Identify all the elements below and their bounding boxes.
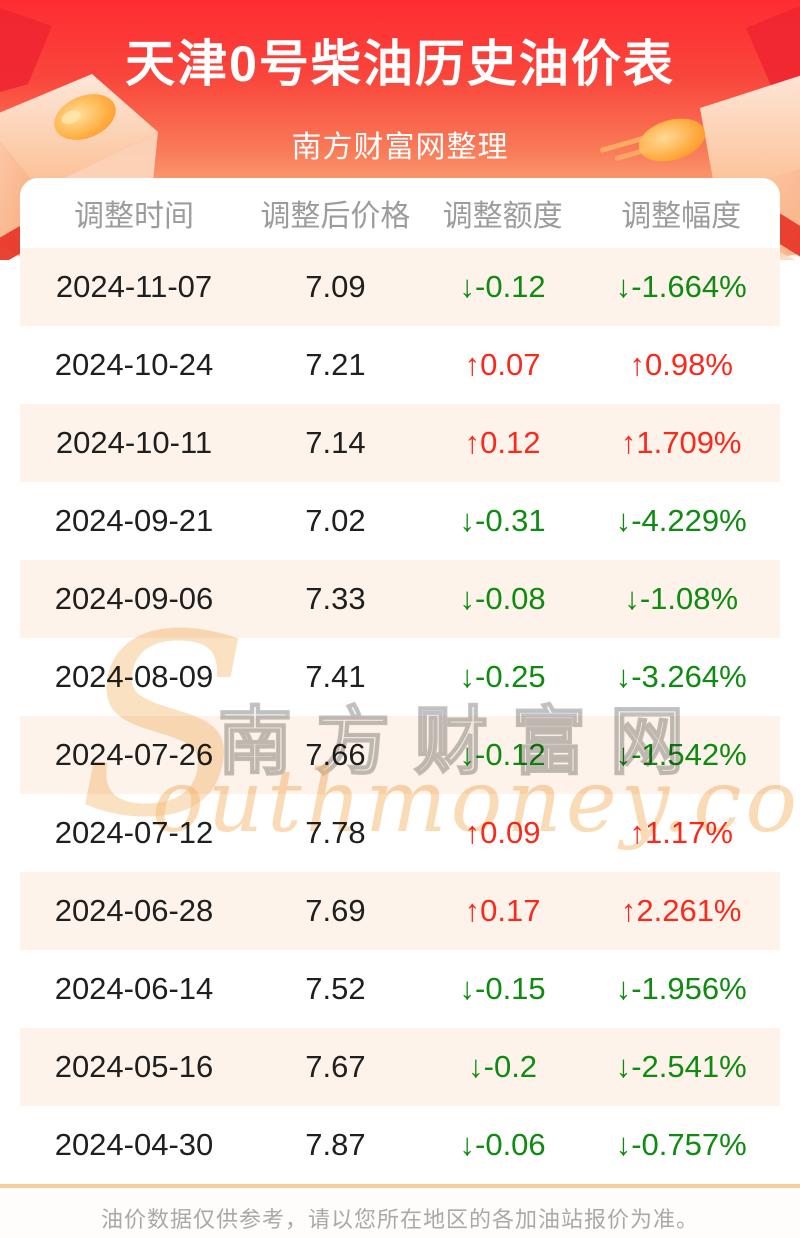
cell-adjust-date: 2024-11-07: [55, 269, 213, 304]
cell-change-percent: ↓-1.956%: [615, 971, 747, 1006]
cell-change-percent: ↑1.709%: [620, 425, 742, 460]
cell-change-amount: ↓-0.15: [459, 971, 546, 1006]
cell-adjust-date: 2024-06-28: [54, 893, 214, 928]
column-header-change-amount: 调整额度: [442, 200, 563, 233]
cell-change-amount: ↓-0.06: [459, 1127, 546, 1162]
cell-change-percent: ↓-1.542%: [615, 737, 747, 772]
cell-change-percent: ↑2.261%: [620, 893, 742, 928]
table-row: 2024-04-30 7.87 ↓-0.06 ↓-0.757%: [20, 1106, 780, 1184]
cell-adjust-date: 2024-05-16: [54, 1049, 214, 1084]
column-header-adjust-time: 调整时间: [74, 200, 194, 233]
cell-adjusted-price: 7.02: [305, 503, 366, 538]
table-row: 2024-11-07 7.09 ↓-0.12 ↓-1.664%: [20, 248, 780, 326]
cell-adjusted-price: 7.21: [305, 347, 366, 382]
price-table-card: 调整时间 调整后价格 调整额度 调整幅度 2024-11-07 7.09 ↓-0…: [20, 178, 780, 1184]
cell-adjusted-price: 7.09: [305, 269, 366, 304]
table-header-row: 调整时间 调整后价格 调整额度 调整幅度: [20, 178, 780, 248]
cell-change-amount: ↓-0.31: [459, 503, 546, 538]
cell-change-percent: ↓-1.08%: [624, 581, 739, 616]
coin-right-icon: [600, 118, 706, 162]
cell-change-amount: ↓-0.25: [459, 659, 546, 694]
cell-adjust-date: 2024-09-06: [54, 581, 214, 616]
cell-adjusted-price: 7.69: [305, 893, 366, 928]
footer-note: 油价数据仅供参考，请以您所在地区的各加油站报价为准。: [100, 1207, 699, 1232]
cell-change-amount: ↓-0.12: [459, 737, 546, 772]
table-row: 2024-08-09 7.41 ↓-0.25 ↓-3.264%: [20, 638, 780, 716]
cell-change-amount: ↑0.09: [464, 815, 541, 850]
cell-change-amount: ↑0.12: [464, 425, 541, 460]
cell-change-amount: ↓-0.12: [459, 269, 546, 304]
cell-adjust-date: 2024-10-11: [55, 425, 213, 460]
cell-change-percent: ↑1.17%: [629, 815, 733, 850]
table-row: 2024-06-28 7.69 ↑0.17 ↑2.261%: [20, 872, 780, 950]
table-row: 2024-09-21 7.02 ↓-0.31 ↓-4.229%: [20, 482, 780, 560]
cell-change-percent: ↓-3.264%: [615, 659, 747, 694]
page-title: 天津0号柴油历史油价表: [125, 36, 675, 92]
cell-change-amount: ↓-0.08: [459, 581, 546, 616]
cell-adjust-date: 2024-10-24: [54, 347, 214, 382]
cell-change-percent: ↓-1.664%: [615, 269, 747, 304]
cell-adjusted-price: 7.78: [305, 815, 366, 850]
cell-adjusted-price: 7.52: [305, 971, 366, 1006]
page-subtitle: 南方财富网整理: [291, 131, 509, 164]
cell-adjust-date: 2024-04-30: [54, 1127, 214, 1162]
cell-adjust-date: 2024-07-12: [54, 815, 214, 850]
table-row: 2024-10-11 7.14 ↑0.12 ↑1.709%: [20, 404, 780, 482]
table-body: 2024-11-07 7.09 ↓-0.12 ↓-1.664% 2024-10-…: [20, 248, 780, 1184]
table-row: 2024-07-26 7.66 ↓-0.12 ↓-1.542%: [20, 716, 780, 794]
cell-adjust-date: 2024-07-26: [54, 737, 214, 772]
cell-adjusted-price: 7.87: [305, 1127, 366, 1162]
cell-change-amount: ↑0.07: [464, 347, 541, 382]
coin-left-icon: [54, 94, 116, 140]
cell-adjust-date: 2024-09-21: [54, 503, 214, 538]
ribbon-top-left-icon: [0, 8, 52, 92]
cell-adjusted-price: 7.14: [305, 425, 366, 460]
cell-adjust-date: 2024-06-14: [54, 971, 214, 1006]
table-row: 2024-05-16 7.67 ↓-0.2 ↓-2.541%: [20, 1028, 780, 1106]
cell-change-percent: ↓-4.229%: [615, 503, 747, 538]
column-header-adjusted-price: 调整后价格: [260, 200, 411, 233]
cell-change-percent: ↓-0.757%: [615, 1127, 747, 1162]
cell-change-amount: ↑0.17: [464, 893, 541, 928]
cell-adjusted-price: 7.66: [305, 737, 366, 772]
ribbon-top-right-icon: [746, 6, 800, 96]
cell-adjust-date: 2024-08-09: [54, 659, 214, 694]
column-header-change-percent: 调整幅度: [621, 200, 742, 233]
cell-change-percent: ↓-2.541%: [615, 1049, 747, 1084]
footer: 油价数据仅供参考，请以您所在地区的各加油站报价为准。: [0, 1184, 800, 1238]
table-row: 2024-07-12 7.78 ↑0.09 ↑1.17%: [20, 794, 780, 872]
table-row: 2024-06-14 7.52 ↓-0.15 ↓-1.956%: [20, 950, 780, 1028]
cell-adjusted-price: 7.33: [305, 581, 366, 616]
cell-adjusted-price: 7.67: [305, 1049, 366, 1084]
table-row: 2024-09-06 7.33 ↓-0.08 ↓-1.08%: [20, 560, 780, 638]
cell-adjusted-price: 7.41: [305, 659, 366, 694]
cell-change-percent: ↑0.98%: [629, 347, 733, 382]
table-row: 2024-10-24 7.21 ↑0.07 ↑0.98%: [20, 326, 780, 404]
cell-change-amount: ↓-0.2: [468, 1049, 538, 1084]
